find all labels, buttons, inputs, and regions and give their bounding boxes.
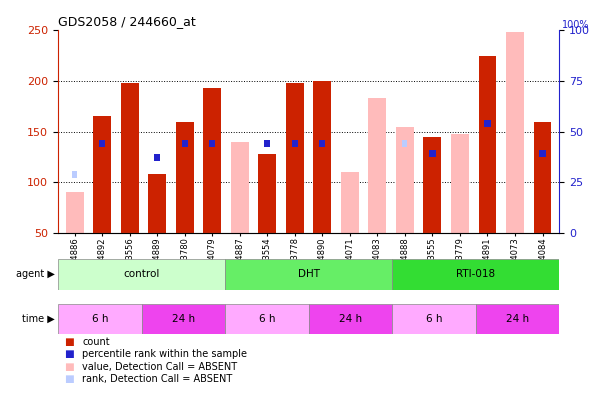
Bar bbox=[319, 140, 326, 147]
Bar bbox=[65, 192, 84, 233]
Text: rank, Detection Call = ABSENT: rank, Detection Call = ABSENT bbox=[82, 374, 233, 384]
Text: 6 h: 6 h bbox=[92, 314, 108, 324]
Bar bbox=[121, 83, 139, 233]
Bar bbox=[478, 56, 496, 233]
Text: control: control bbox=[123, 269, 159, 279]
Bar bbox=[286, 83, 304, 233]
Text: ■: ■ bbox=[64, 350, 74, 359]
Bar bbox=[181, 140, 188, 147]
Bar bbox=[142, 304, 225, 334]
Bar bbox=[403, 140, 408, 147]
Bar bbox=[225, 259, 392, 290]
Bar bbox=[264, 140, 271, 147]
Bar bbox=[203, 88, 221, 233]
Bar bbox=[423, 137, 441, 233]
Bar bbox=[291, 140, 298, 147]
Text: agent ▶: agent ▶ bbox=[16, 269, 55, 279]
Text: ■: ■ bbox=[64, 374, 74, 384]
Text: RTI-018: RTI-018 bbox=[456, 269, 495, 279]
Bar bbox=[533, 122, 552, 233]
Bar bbox=[176, 122, 194, 233]
Text: 6 h: 6 h bbox=[425, 314, 442, 324]
Bar bbox=[58, 259, 225, 290]
Text: 100%: 100% bbox=[562, 20, 590, 30]
Text: 24 h: 24 h bbox=[172, 314, 195, 324]
Text: percentile rank within the sample: percentile rank within the sample bbox=[82, 350, 247, 359]
Bar bbox=[475, 304, 559, 334]
Text: 24 h: 24 h bbox=[338, 314, 362, 324]
Bar bbox=[506, 32, 524, 233]
Bar bbox=[451, 134, 469, 233]
Text: ■: ■ bbox=[64, 362, 74, 371]
Bar bbox=[485, 120, 491, 127]
Bar bbox=[93, 117, 111, 233]
Bar bbox=[392, 259, 559, 290]
Bar bbox=[540, 150, 546, 158]
Bar bbox=[368, 98, 386, 233]
Bar bbox=[341, 172, 359, 233]
Bar bbox=[231, 142, 249, 233]
Bar bbox=[58, 304, 142, 334]
Bar bbox=[392, 304, 475, 334]
Text: 24 h: 24 h bbox=[506, 314, 529, 324]
Bar bbox=[309, 304, 392, 334]
Bar bbox=[225, 304, 309, 334]
Bar bbox=[313, 81, 331, 233]
Bar bbox=[99, 140, 105, 147]
Text: 6 h: 6 h bbox=[258, 314, 275, 324]
Bar bbox=[396, 126, 414, 233]
Text: value, Detection Call = ABSENT: value, Detection Call = ABSENT bbox=[82, 362, 238, 371]
Bar bbox=[258, 154, 276, 233]
Bar bbox=[148, 174, 166, 233]
Bar bbox=[72, 171, 77, 178]
Bar bbox=[209, 140, 215, 147]
Text: ■: ■ bbox=[64, 337, 74, 347]
Text: GDS2058 / 244660_at: GDS2058 / 244660_at bbox=[58, 15, 196, 28]
Text: DHT: DHT bbox=[298, 269, 320, 279]
Bar bbox=[430, 150, 436, 158]
Bar bbox=[154, 154, 160, 162]
Text: time ▶: time ▶ bbox=[22, 314, 55, 324]
Text: count: count bbox=[82, 337, 110, 347]
